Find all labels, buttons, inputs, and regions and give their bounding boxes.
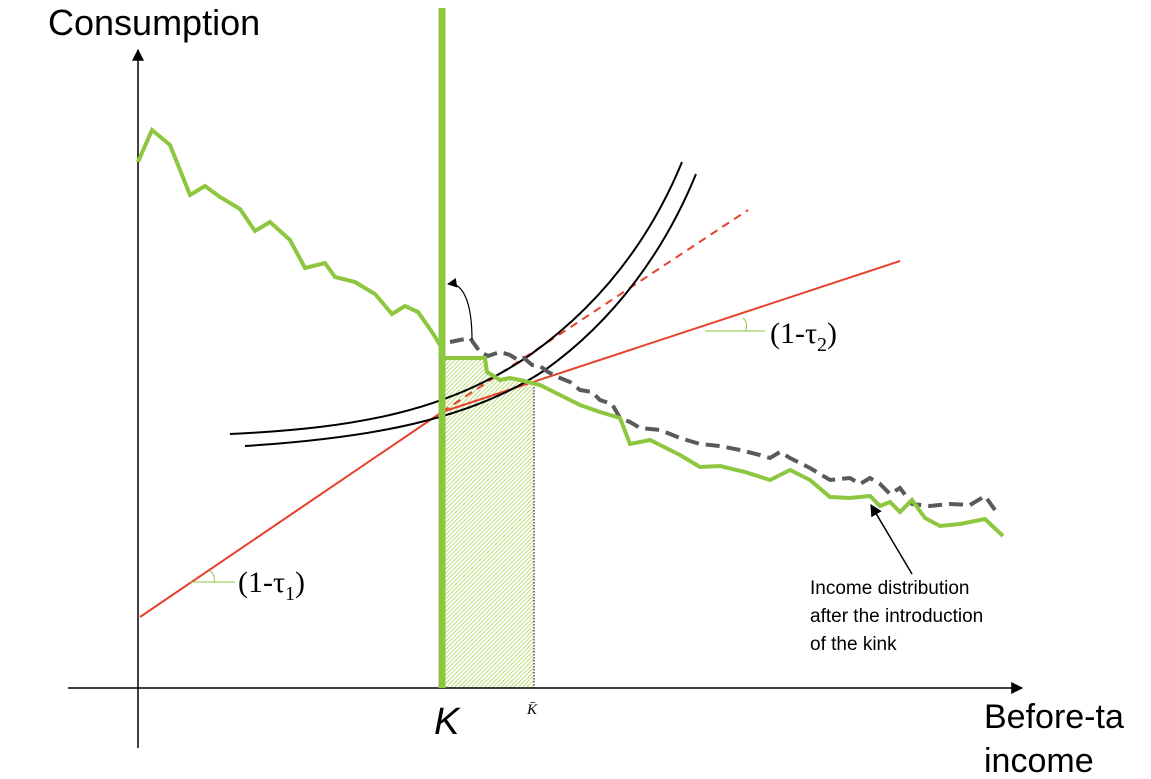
slope2-subscript: 2 [817, 334, 827, 356]
budget-line-counterfactual [441, 209, 749, 413]
bunch-edge-label: K̄ [526, 702, 538, 718]
indifference-curve-1 [229, 161, 683, 435]
density-after-kink-right [442, 356, 1005, 538]
slope1-label: (1-τ1) [238, 566, 305, 605]
x-axis-label-line1: Before-ta [984, 698, 1124, 736]
density-after-kink [136, 126, 442, 347]
annotation-line-2: after the introduction [810, 606, 983, 627]
slope1-close: ) [295, 566, 305, 599]
y-axis-label: Consumption [48, 2, 260, 43]
slope1-subscript: 1 [285, 583, 295, 605]
bunching-arrow [447, 278, 473, 341]
slope2-close: ) [827, 317, 837, 350]
bunching-area [442, 358, 534, 688]
slope1-prefix: (1-τ [238, 566, 285, 599]
slope2-arc [742, 317, 748, 332]
budget-line-segment-1 [139, 411, 443, 618]
annotation-line-3: of the kink [810, 634, 897, 655]
annotation-line-1: Income distribution [810, 578, 969, 599]
annotation-arrow [870, 503, 913, 575]
slope2-label: (1-τ2) [770, 317, 837, 356]
x-axis-label-line2: income [984, 742, 1094, 779]
slope1-arc [209, 570, 215, 583]
density-before-kink [449, 335, 997, 512]
slope2-prefix: (1-τ [770, 317, 817, 350]
kink-label: K [434, 701, 461, 743]
